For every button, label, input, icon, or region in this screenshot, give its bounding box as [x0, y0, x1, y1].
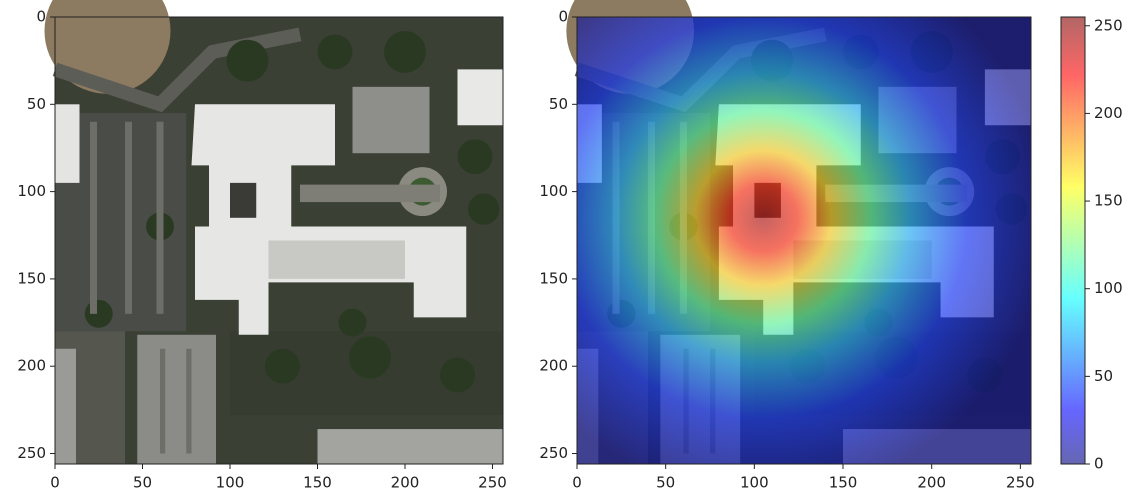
colorbar-tick-label: 150 — [1094, 192, 1123, 210]
y-tick-label: 150 — [17, 269, 46, 287]
y-tick-label: 250 — [17, 444, 46, 462]
figure: 0501001502002500501001502002500501001502… — [0, 0, 1132, 500]
y-tick-label: 100 — [17, 182, 46, 200]
x-tick-label: 250 — [478, 474, 507, 492]
x-tick-label: 200 — [391, 474, 420, 492]
y-tick-label: 0 — [558, 8, 568, 26]
y-tick-label: 200 — [539, 357, 568, 375]
y-tick-label: 200 — [17, 357, 46, 375]
colorbar-tick-label: 100 — [1094, 279, 1123, 297]
y-tick-label: 50 — [549, 95, 568, 113]
satellite-image — [45, 0, 504, 464]
colorbar-tick-label: 50 — [1094, 367, 1113, 385]
x-tick-label: 100 — [740, 474, 769, 492]
x-tick-label: 100 — [216, 474, 245, 492]
x-tick-label: 0 — [572, 474, 582, 492]
x-tick-label: 50 — [656, 474, 675, 492]
heatmap-image — [566, 0, 1031, 464]
colorbar-tick-label: 0 — [1094, 455, 1104, 473]
x-tick-label: 150 — [303, 474, 332, 492]
heat-overlay — [577, 17, 1031, 464]
y-tick-label: 100 — [539, 182, 568, 200]
colorbar-tick-label: 250 — [1094, 16, 1123, 34]
y-tick-label: 0 — [36, 8, 46, 26]
x-tick-label: 0 — [50, 474, 60, 492]
x-tick-label: 200 — [917, 474, 946, 492]
colorbar-gradient — [1061, 17, 1085, 464]
x-tick-label: 50 — [133, 474, 152, 492]
x-tick-label: 250 — [1006, 474, 1035, 492]
x-tick-label: 150 — [829, 474, 858, 492]
y-tick-label: 50 — [27, 95, 46, 113]
scene — [45, 0, 504, 464]
colorbar-tick-label: 200 — [1094, 104, 1123, 122]
y-tick-label: 250 — [539, 444, 568, 462]
y-tick-label: 150 — [539, 269, 568, 287]
